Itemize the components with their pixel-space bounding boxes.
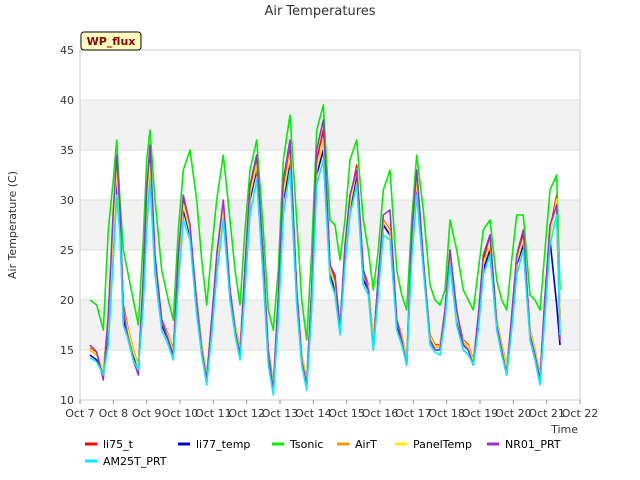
x-tick-label: Oct 18 (428, 407, 465, 420)
x-tick-label: Oct 13 (262, 407, 299, 420)
y-tick-label: 30 (60, 194, 74, 207)
background-band (80, 100, 580, 150)
legend-label: AirT (355, 438, 377, 451)
legend-item: PanelTemp (395, 438, 472, 451)
badge-label: WP_flux (87, 35, 136, 48)
x-tick-label: Oct 19 (462, 407, 499, 420)
legend-item: AM25T_PRT (85, 455, 167, 468)
x-axis-label: Time (550, 423, 578, 436)
y-tick-label: 25 (60, 244, 74, 257)
series-line-tsonic (89, 104, 561, 341)
legend-item: Tsonic (272, 438, 323, 451)
legend-item: li75_t (85, 438, 134, 451)
y-tick-label: 15 (60, 344, 74, 357)
legend-item: li77_temp (178, 438, 250, 451)
x-tick-label: Oct 8 (99, 407, 129, 420)
x-tick-label: Oct 20 (495, 407, 532, 420)
x-tick-label: Oct 10 (162, 407, 199, 420)
background-band (80, 350, 580, 400)
series-layer (89, 104, 561, 396)
chart-title: Air Temperatures (264, 4, 375, 19)
series-line-am25t-prt (89, 159, 561, 396)
legend: li75_t li77_temp Tsonic AirT PanelTemp NR01_P… (85, 438, 561, 468)
x-tick-label: Oct 7 (65, 407, 95, 420)
x-tick-label: Oct 17 (395, 407, 432, 420)
legend-item: AirT (337, 438, 377, 451)
x-tick-label: Oct 9 (132, 407, 162, 420)
legend-label: PanelTemp (413, 438, 472, 451)
y-axis-ticks: 10 15 20 25 30 35 40 45 (60, 44, 74, 407)
y-tick-label: 10 (60, 394, 74, 407)
legend-label: li75_t (103, 438, 134, 451)
legend-label: AM25T_PRT (103, 455, 167, 468)
x-tick-label: Oct 16 (362, 407, 399, 420)
background-band (80, 50, 580, 100)
wp-flux-badge: WP_flux (80, 31, 142, 51)
x-tick-label: Oct 12 (228, 407, 265, 420)
x-tick-label: Oct 21 (528, 407, 565, 420)
legend-item: NR01_PRT (487, 438, 561, 451)
legend-label: Tsonic (289, 438, 323, 451)
y-tick-label: 35 (60, 144, 74, 157)
background-band (80, 150, 580, 200)
plot-frame (79, 49, 581, 401)
legend-label: li77_temp (196, 438, 250, 451)
y-axis-label: Air Temperature (C) (6, 171, 19, 279)
y-tick-label: 20 (60, 294, 74, 307)
y-tick-label: 45 (60, 44, 74, 57)
plot-background (80, 50, 580, 400)
series-line-nr01-prt (89, 119, 561, 391)
x-tick-label: Oct 22 (562, 407, 599, 420)
x-tick-label: Oct 15 (328, 407, 365, 420)
y-tick-label: 40 (60, 94, 74, 107)
legend-label: NR01_PRT (505, 438, 561, 451)
x-tick-label: Oct 14 (295, 407, 332, 420)
x-tick-label: Oct 11 (195, 407, 232, 420)
